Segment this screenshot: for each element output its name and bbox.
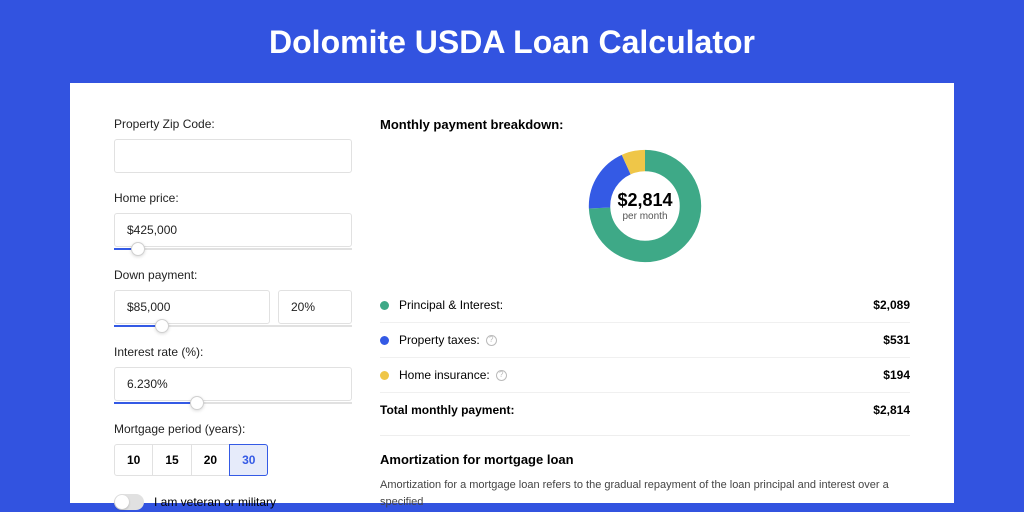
legend: Principal & Interest:$2,089Property taxe… bbox=[380, 288, 910, 427]
period-buttons: 10152030 bbox=[114, 444, 352, 476]
down-label: Down payment: bbox=[114, 268, 352, 282]
down-slider[interactable] bbox=[114, 325, 352, 327]
down-amount-input[interactable] bbox=[114, 290, 270, 324]
form-column: Property Zip Code: Home price: Down paym… bbox=[114, 117, 352, 503]
legend-label: Principal & Interest: bbox=[399, 298, 873, 312]
rate-field: Interest rate (%): bbox=[114, 345, 352, 404]
veteran-row: I am veteran or military bbox=[114, 494, 352, 510]
period-button-20[interactable]: 20 bbox=[191, 444, 230, 476]
legend-value: $194 bbox=[883, 368, 910, 382]
slider-thumb[interactable] bbox=[190, 396, 204, 410]
period-field: Mortgage period (years): 10152030 bbox=[114, 422, 352, 476]
donut-center: $2,814 per month bbox=[585, 146, 705, 266]
legend-total-row: Total monthly payment:$2,814 bbox=[380, 392, 910, 427]
legend-label: Home insurance:? bbox=[399, 368, 883, 382]
legend-row: Principal & Interest:$2,089 bbox=[380, 288, 910, 322]
veteran-label: I am veteran or military bbox=[154, 495, 276, 509]
breakdown-column: Monthly payment breakdown: $2,814 per mo… bbox=[380, 117, 910, 503]
slider-thumb[interactable] bbox=[155, 319, 169, 333]
page-title: Dolomite USDA Loan Calculator bbox=[0, 0, 1024, 83]
zip-field: Property Zip Code: bbox=[114, 117, 352, 173]
zip-input[interactable] bbox=[114, 139, 352, 173]
veteran-toggle[interactable] bbox=[114, 494, 144, 510]
legend-label: Property taxes:? bbox=[399, 333, 883, 347]
amortization-section: Amortization for mortgage loan Amortizat… bbox=[380, 435, 910, 510]
calculator-panel: Property Zip Code: Home price: Down paym… bbox=[70, 83, 954, 503]
down-field: Down payment: bbox=[114, 268, 352, 327]
info-icon[interactable]: ? bbox=[486, 335, 497, 346]
legend-row: Home insurance:?$194 bbox=[380, 357, 910, 392]
period-label: Mortgage period (years): bbox=[114, 422, 352, 436]
rate-label: Interest rate (%): bbox=[114, 345, 352, 359]
legend-total-label: Total monthly payment: bbox=[380, 403, 873, 417]
legend-value: $2,089 bbox=[873, 298, 910, 312]
legend-total-value: $2,814 bbox=[873, 403, 910, 417]
legend-dot bbox=[380, 371, 389, 380]
zip-label: Property Zip Code: bbox=[114, 117, 352, 131]
donut-amount: $2,814 bbox=[617, 190, 672, 211]
donut-wrap: $2,814 per month bbox=[380, 140, 910, 288]
toggle-knob bbox=[115, 495, 129, 509]
info-icon[interactable]: ? bbox=[496, 370, 507, 381]
period-button-30[interactable]: 30 bbox=[229, 444, 268, 476]
payment-donut-chart: $2,814 per month bbox=[585, 146, 705, 266]
slider-thumb[interactable] bbox=[131, 242, 145, 256]
rate-input[interactable] bbox=[114, 367, 352, 401]
price-slider[interactable] bbox=[114, 248, 352, 250]
period-button-10[interactable]: 10 bbox=[114, 444, 153, 476]
amort-heading: Amortization for mortgage loan bbox=[380, 452, 910, 467]
donut-sub: per month bbox=[622, 211, 667, 222]
rate-slider[interactable] bbox=[114, 402, 352, 404]
legend-value: $531 bbox=[883, 333, 910, 347]
price-input[interactable] bbox=[114, 213, 352, 247]
price-label: Home price: bbox=[114, 191, 352, 205]
amort-text: Amortization for a mortgage loan refers … bbox=[380, 477, 910, 510]
price-field: Home price: bbox=[114, 191, 352, 250]
legend-dot bbox=[380, 301, 389, 310]
breakdown-heading: Monthly payment breakdown: bbox=[380, 117, 910, 132]
down-percent-input[interactable] bbox=[278, 290, 352, 324]
legend-dot bbox=[380, 336, 389, 345]
legend-row: Property taxes:?$531 bbox=[380, 322, 910, 357]
period-button-15[interactable]: 15 bbox=[152, 444, 191, 476]
